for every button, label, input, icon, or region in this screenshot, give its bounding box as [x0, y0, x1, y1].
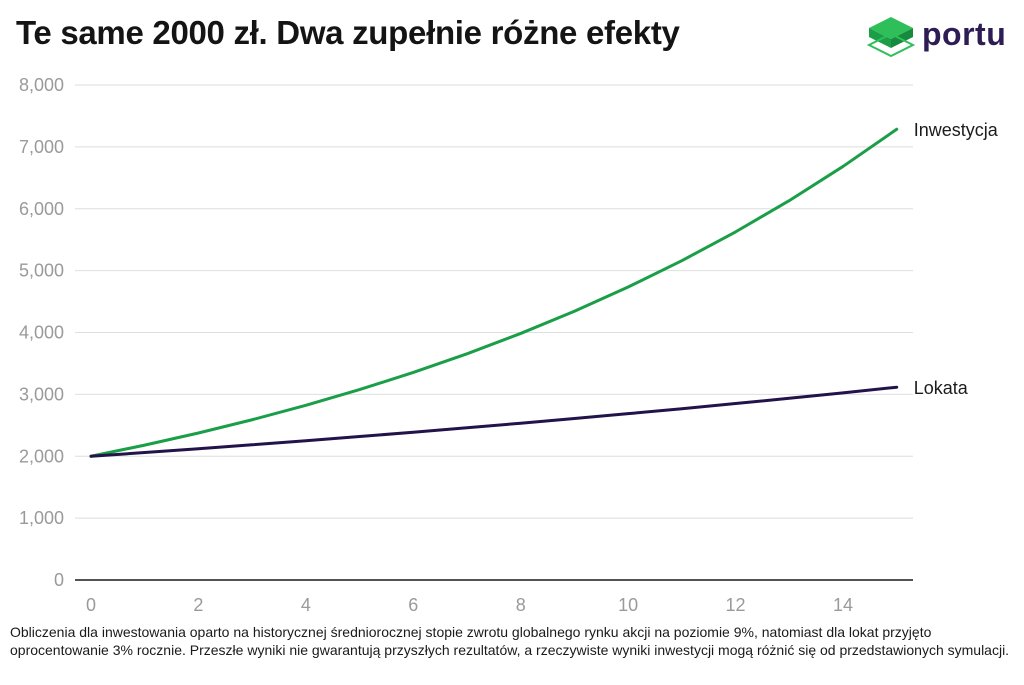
y-tick-label-3000: 3,000 — [19, 384, 64, 404]
series-line-inwestycja — [89, 127, 899, 458]
logo-cube-right — [891, 28, 913, 48]
y-tick-label-6000: 6,000 — [19, 199, 64, 219]
grid-lines — [75, 84, 913, 519]
y-tick-label-2000: 2,000 — [19, 446, 64, 466]
brand-logo: portu — [866, 14, 1016, 64]
y-tick-label-7000: 7,000 — [19, 137, 64, 157]
brand-name: portu — [922, 16, 1007, 52]
portu-cube-logo-icon — [866, 17, 916, 58]
y-tick-label-5000: 5,000 — [19, 261, 64, 281]
logo-cube-base — [866, 32, 916, 58]
page-title: Te same 2000 zł. Dwa zupełnie różne efek… — [16, 14, 680, 51]
x-tick-label-2: 2 — [193, 595, 203, 615]
series-label-inwestycja: Inwestycja — [914, 120, 999, 140]
series-lines — [89, 127, 899, 458]
y-tick-label-1000: 1,000 — [19, 508, 64, 528]
series-label-lokata: Lokata — [914, 378, 969, 398]
x-tick-label-10: 10 — [618, 595, 638, 615]
x-tick-label-12: 12 — [726, 595, 746, 615]
y-tick-label-4000: 4,000 — [19, 323, 64, 343]
x-tick-label-8: 8 — [516, 595, 526, 615]
x-tick-label-6: 6 — [408, 595, 418, 615]
series-line-lokata — [89, 385, 899, 458]
series-labels: Inwestycja Lokata — [914, 120, 999, 398]
x-tick-label-14: 14 — [833, 595, 853, 615]
y-tick-label-0: 0 — [54, 570, 64, 590]
logo-cube-left — [869, 28, 891, 48]
y-tick-label-8000: 8,000 — [19, 75, 64, 95]
x-tick-label-0: 0 — [86, 595, 96, 615]
y-axis-ticks: 0 1,000 2,000 3,000 4,000 5,000 6,000 7,000 8,00… — [19, 75, 64, 590]
line-chart: 0 1,000 2,000 3,000 4,000 5,000 6,000 7,000 8,00… — [19, 75, 999, 615]
footnote: Obliczenia dla inwestowania oparto na hi… — [10, 624, 1010, 658]
x-axis-ticks: 0 2 4 6 8 10 12 14 — [86, 595, 853, 615]
x-tick-label-4: 4 — [301, 595, 311, 615]
